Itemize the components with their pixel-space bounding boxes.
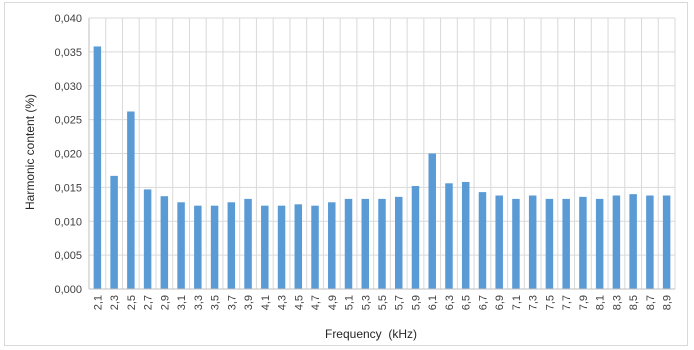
y-tick-label: 0,020	[54, 149, 82, 161]
bar	[428, 153, 436, 289]
x-tick-label: 6,3	[444, 295, 456, 310]
bar	[595, 198, 604, 289]
bar	[143, 189, 152, 289]
x-tick-label: 4,3	[277, 295, 289, 310]
x-tick-label: 4,1	[260, 295, 272, 310]
bar	[545, 198, 554, 289]
y-tick-label: 0,025	[54, 115, 82, 127]
bar	[110, 175, 118, 289]
x-tick-label: 4,5	[293, 295, 305, 310]
x-tick-label: 8,7	[645, 295, 657, 310]
bar	[344, 198, 353, 289]
bar	[177, 202, 185, 289]
x-tick-label: 7,7	[561, 295, 573, 310]
bar	[579, 196, 587, 289]
y-tick-label: 0,015	[54, 182, 82, 194]
x-tick-label: 3,7	[226, 295, 238, 310]
y-tick-labels: 0,000 0,005 0,010 0,015 0,020 0,025 0,030 0,035…	[54, 13, 82, 296]
x-tick-label: 8,1	[595, 295, 607, 310]
y-tick-label: 0,040	[54, 13, 82, 25]
bar	[394, 196, 403, 289]
y-axis-title: Harmonic content (%)	[23, 94, 37, 210]
x-tick-label: 6,5	[461, 295, 473, 310]
x-tick-label: 7,1	[511, 295, 523, 310]
bar	[629, 194, 637, 289]
x-tick-label: 8,5	[628, 295, 640, 310]
x-tick-label: 8,3	[611, 295, 623, 310]
bar	[194, 205, 202, 289]
bar	[445, 183, 453, 289]
x-tick-labels: 2,1 2,3 2,5 2,7 2,9 3,1 3,3 3,5 3,7 3,9 4,1 4,3 4,5 4…	[92, 295, 673, 310]
bar	[294, 204, 303, 289]
bar	[528, 195, 537, 289]
bar	[93, 46, 102, 289]
x-tick-label: 2,3	[109, 295, 121, 310]
x-tick-label: 4,7	[310, 295, 322, 310]
x-tick-label: 5,1	[344, 295, 356, 310]
x-tick-label: 7,3	[528, 295, 540, 310]
bar	[512, 198, 520, 289]
y-tick-label: 0,005	[54, 250, 82, 262]
x-tick-label: 3,1	[176, 295, 188, 310]
bar	[478, 192, 487, 289]
bar	[127, 111, 135, 290]
x-tick-label: 6,9	[494, 295, 506, 310]
bar	[662, 195, 671, 289]
x-tick-label: 3,9	[243, 295, 255, 310]
bars-layer	[93, 46, 671, 290]
bar	[411, 186, 420, 289]
axis-layer	[88, 18, 675, 290]
bar	[227, 202, 236, 289]
bar	[311, 205, 319, 289]
bar	[378, 198, 386, 289]
y-tick-label: 0,000	[54, 284, 82, 296]
x-tick-label: 2,5	[126, 295, 138, 310]
x-tick-label: 5,3	[360, 295, 372, 310]
x-tick-label: 5,9	[410, 295, 422, 310]
x-tick-label: 7,9	[578, 295, 590, 310]
bar	[261, 205, 269, 289]
y-tick-label: 0,030	[54, 81, 82, 93]
x-tick-label: 6,7	[477, 295, 489, 310]
x-tick-label: 8,9	[662, 295, 674, 310]
bar	[495, 195, 503, 289]
x-tick-label: 5,5	[377, 295, 389, 310]
x-axis-title: Frequency (kHz)	[325, 327, 417, 341]
x-tick-label: 4,9	[327, 295, 339, 310]
x-tick-label: 2,1	[92, 295, 104, 310]
bar	[160, 196, 169, 289]
bar	[612, 195, 621, 289]
bar	[461, 181, 470, 289]
y-tick-label: 0,035	[54, 47, 82, 59]
bar	[646, 195, 654, 289]
bar	[361, 198, 370, 289]
x-tick-label: 6,1	[427, 295, 439, 310]
x-tick-label: 2,7	[143, 295, 155, 310]
x-tick-label: 5,7	[394, 295, 406, 310]
x-tick-label: 2,9	[159, 295, 171, 310]
bar	[277, 205, 286, 289]
x-tick-label: 3,3	[193, 295, 205, 310]
y-tick-label: 0,010	[54, 216, 82, 228]
bar	[244, 198, 252, 289]
x-tick-label: 3,5	[210, 295, 222, 310]
bar	[328, 202, 336, 289]
x-tick-label: 7,5	[544, 295, 556, 310]
bar	[562, 198, 570, 289]
bar	[210, 205, 219, 289]
